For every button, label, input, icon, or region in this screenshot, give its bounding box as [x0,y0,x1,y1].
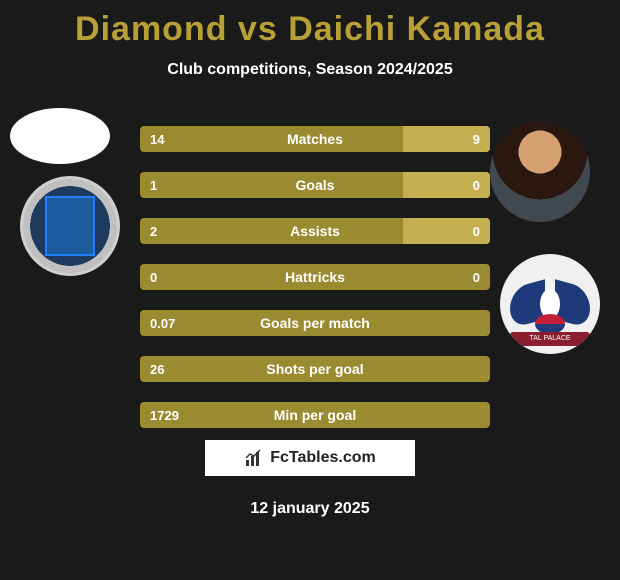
comparison-date: 12 january 2025 [0,500,620,518]
stat-right-value: 9 [473,132,480,147]
stat-row: 26Shots per goal [140,356,490,382]
club-right-banner: TAL PALACE [510,332,590,346]
stat-label: Matches [140,131,490,147]
stat-label: Shots per goal [140,361,490,377]
stat-row: 0.07Goals per match [140,310,490,336]
stat-right-value: 0 [473,224,480,239]
eagle-icon [510,274,590,334]
stat-row: 1729Min per goal [140,402,490,428]
fctables-label: FcTables.com [270,449,376,467]
stat-row: 14Matches9 [140,126,490,152]
player-right-avatar [490,122,590,222]
stat-label: Min per goal [140,407,490,423]
stat-label: Assists [140,223,490,239]
stat-label: Goals [140,177,490,193]
stat-right-value: 0 [473,270,480,285]
player-left-avatar [10,108,110,164]
club-left-shield [45,196,95,256]
stat-row: 1Goals0 [140,172,490,198]
stat-label: Hattricks [140,269,490,285]
player-right-club-badge: TAL PALACE [500,254,600,354]
stat-row: 0Hattricks0 [140,264,490,290]
stat-row: 2Assists0 [140,218,490,244]
stats-container: 14Matches91Goals02Assists00Hattricks00.0… [140,126,490,448]
stat-right-value: 0 [473,178,480,193]
chart-icon [244,448,264,468]
comparison-subtitle: Club competitions, Season 2024/2025 [0,61,620,79]
comparison-title: Diamond vs Daichi Kamada [0,0,620,49]
stat-label: Goals per match [140,315,490,331]
fctables-badge: FcTables.com [205,440,415,476]
player-left-club-badge [20,176,120,276]
